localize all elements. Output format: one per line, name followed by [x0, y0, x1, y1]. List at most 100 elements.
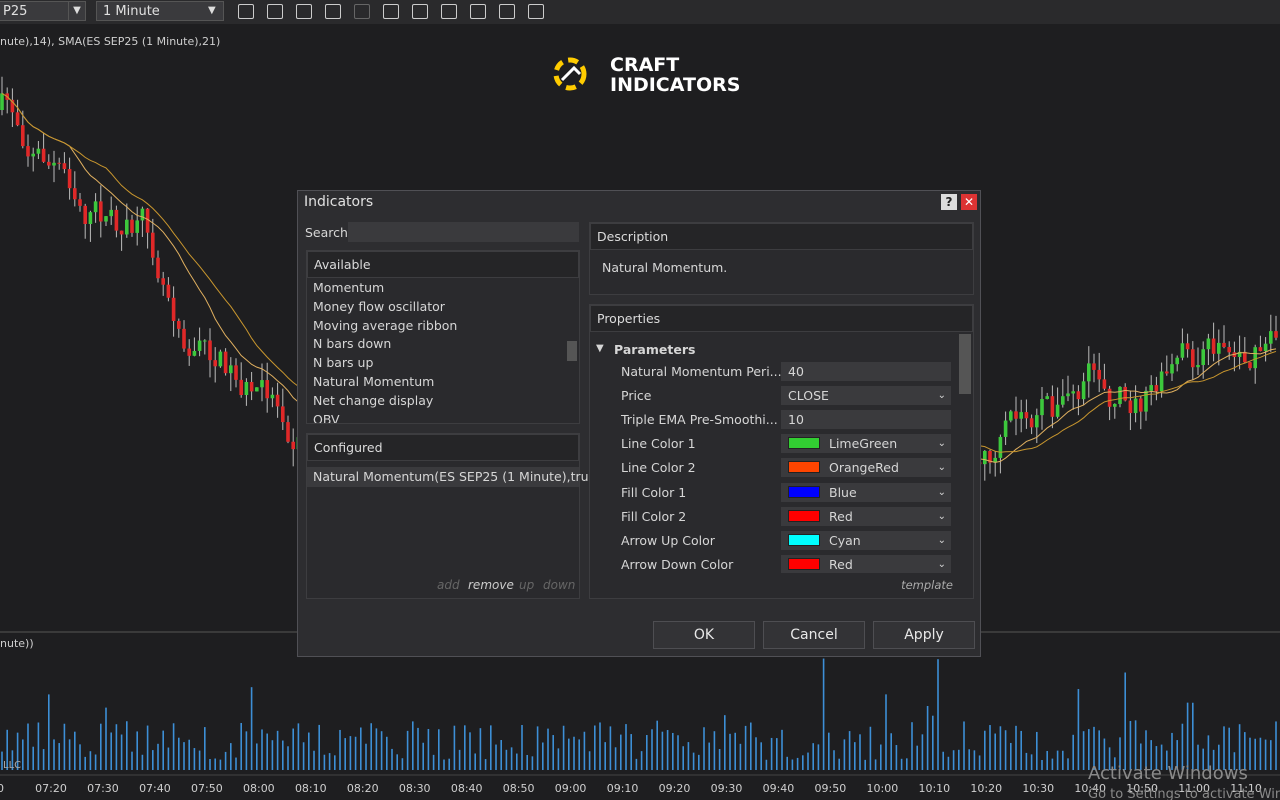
- candle-body: [270, 394, 275, 399]
- property-name: Arrow Up Color: [621, 532, 715, 548]
- candle-body: [1113, 403, 1117, 407]
- interval-selector[interactable]: 1 Minute: [96, 1, 224, 21]
- description-header: Description: [590, 223, 973, 250]
- toolbar-icon[interactable]: [441, 4, 457, 19]
- property-value[interactable]: Red ⌄: [781, 506, 951, 526]
- candle-body: [62, 163, 67, 170]
- list-action[interactable]: add: [437, 578, 460, 592]
- candle-body: [161, 278, 165, 285]
- property-value[interactable]: CLOSE ⌄: [781, 386, 951, 406]
- time-label: 08:50: [503, 782, 535, 795]
- dropdown-arrow[interactable]: ⌄: [937, 390, 946, 402]
- candle-body: [983, 450, 987, 465]
- candle-body: [114, 209, 119, 231]
- dropdown-arrow[interactable]: ▼: [68, 1, 86, 21]
- toolbar-icon[interactable]: [528, 4, 544, 19]
- close-button[interactable]: ✕: [961, 194, 977, 210]
- candle-body: [1196, 365, 1200, 368]
- candle-body: [166, 284, 171, 298]
- value-text: LimeGreen: [829, 436, 898, 452]
- toolbar-icon[interactable]: [412, 4, 428, 19]
- candle-body: [1107, 388, 1112, 407]
- dropdown-arrow[interactable]: ⌄: [937, 510, 946, 522]
- property-value[interactable]: Red ⌄: [781, 554, 951, 573]
- toolbar-icon[interactable]: [354, 4, 370, 19]
- search-label: Search: [305, 225, 348, 240]
- candle-body: [145, 208, 150, 233]
- candle-body: [1055, 404, 1060, 417]
- list-action[interactable]: remove: [468, 578, 514, 592]
- value-text: 10: [788, 412, 804, 428]
- available-item[interactable]: N bars down: [313, 336, 392, 352]
- available-panel: Available Momentum Money flow oscillator M…: [306, 250, 580, 424]
- candle-body: [993, 457, 997, 463]
- dropdown-arrow[interactable]: ⌄: [937, 438, 946, 450]
- dropdown-arrow[interactable]: ⌄: [937, 462, 946, 474]
- candle-body: [1263, 343, 1268, 352]
- template-link[interactable]: template: [901, 578, 953, 592]
- available-header: Available: [307, 251, 579, 278]
- instrument-selector[interactable]: P25: [0, 1, 85, 21]
- dropdown-arrow[interactable]: ⌄: [937, 486, 946, 498]
- time-label: 09:50: [815, 782, 847, 795]
- candle-body: [52, 162, 56, 166]
- candle-body: [1206, 338, 1211, 350]
- toolbar-icon[interactable]: [325, 4, 341, 19]
- toolbar-icon[interactable]: [470, 4, 486, 19]
- candle-body: [1102, 379, 1107, 389]
- help-button[interactable]: ?: [941, 194, 957, 210]
- scrollbar-thumb[interactable]: [567, 341, 577, 361]
- copyright: LLC: [3, 760, 21, 771]
- available-item[interactable]: OBV: [313, 411, 340, 423]
- list-action[interactable]: down: [543, 578, 576, 592]
- dropdown-arrow[interactable]: ⌄: [937, 534, 946, 546]
- candle-body: [218, 351, 223, 367]
- property-value[interactable]: Blue ⌄: [781, 482, 951, 502]
- property-value[interactable]: Cyan ⌄: [781, 530, 951, 550]
- property-name: Arrow Down Color: [621, 556, 734, 572]
- property-name: Line Color 1: [621, 436, 696, 452]
- available-item[interactable]: Net change display: [313, 392, 434, 408]
- available-item[interactable]: Natural Momentum: [313, 374, 435, 389]
- candle-body: [1040, 399, 1044, 416]
- dropdown-arrow[interactable]: ⌄: [937, 558, 946, 570]
- property-value[interactable]: 10: [781, 410, 951, 430]
- available-item[interactable]: N bars up: [313, 355, 374, 371]
- candle-body: [78, 199, 82, 206]
- time-label: 07:50: [191, 782, 223, 795]
- candle-body: [26, 146, 30, 157]
- time-label: 10:50: [1126, 782, 1158, 795]
- toolbar-icon[interactable]: [267, 4, 283, 19]
- available-item[interactable]: Moving average ribbon: [313, 317, 458, 333]
- list-action[interactable]: up: [519, 578, 535, 592]
- candle-body: [265, 380, 269, 399]
- scrollbar-thumb[interactable]: [959, 334, 971, 394]
- search-input[interactable]: [348, 222, 579, 242]
- candle-body: [1191, 349, 1195, 368]
- property-value[interactable]: OrangeRed ⌄: [781, 458, 951, 478]
- available-item[interactable]: Money flow oscillator: [313, 298, 445, 314]
- value-text: Red: [829, 556, 853, 572]
- dialog-button[interactable]: OK: [653, 621, 755, 649]
- candle-body: [260, 380, 264, 388]
- property-name: Fill Color 1: [621, 484, 687, 500]
- toolbar-icon[interactable]: [383, 4, 399, 19]
- time-label: 10: [0, 782, 4, 795]
- dialog-button[interactable]: Cancel: [763, 621, 865, 649]
- configured-item[interactable]: Natural Momentum(ES SEP25 (1 Minute),tru…: [307, 467, 608, 487]
- candle-body: [1159, 371, 1164, 392]
- candle-body: [1180, 343, 1185, 358]
- toolbar-icon[interactable]: [499, 4, 515, 19]
- logo-icon: [553, 57, 587, 91]
- toolbar-icon[interactable]: [238, 4, 254, 19]
- dialog-button[interactable]: Apply: [873, 621, 975, 649]
- value-text: Cyan: [829, 532, 861, 548]
- time-label: 07:20: [35, 782, 67, 795]
- property-value[interactable]: 40: [781, 362, 951, 381]
- property-value[interactable]: LimeGreen ⌄: [781, 434, 951, 454]
- collapse-arrow[interactable]: ▼: [596, 343, 604, 354]
- available-item[interactable]: Momentum: [313, 280, 385, 295]
- candle-body: [151, 232, 155, 258]
- toolbar-icon[interactable]: [296, 4, 312, 19]
- candle-body: [197, 340, 202, 351]
